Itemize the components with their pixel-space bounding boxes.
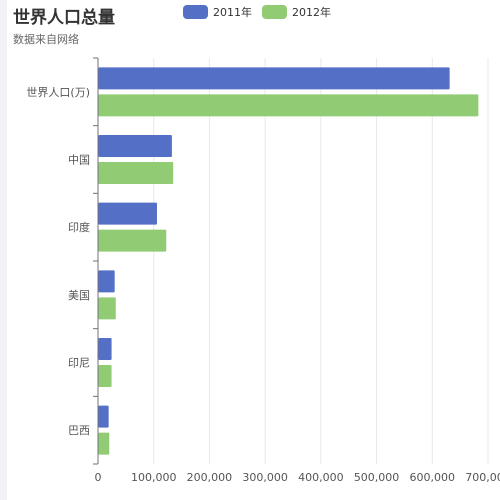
bar-2011 bbox=[98, 67, 450, 90]
x-tick-label: 0 bbox=[95, 471, 102, 484]
bar-2012 bbox=[98, 365, 112, 387]
bar-2011 bbox=[98, 270, 115, 293]
bar-2011 bbox=[98, 135, 172, 157]
legend-item-2011[interactable]: 2011年 bbox=[183, 4, 252, 20]
y-tick-label: 美国 bbox=[68, 289, 90, 302]
bar-2012 bbox=[98, 229, 167, 252]
y-tick-label: 巴西 bbox=[68, 424, 90, 437]
x-tick-label: 600,000 bbox=[410, 471, 456, 484]
bar-2012 bbox=[98, 94, 479, 117]
legend-label-2012: 2012年 bbox=[292, 6, 331, 19]
legend-item-2012[interactable]: 2012年 bbox=[262, 4, 331, 20]
y-tick-label: 中国 bbox=[68, 154, 90, 167]
legend-swatch-2011 bbox=[183, 5, 208, 19]
y-tick-label: 印尼 bbox=[68, 357, 90, 370]
y-tick-label: 世界人口(万) bbox=[26, 86, 90, 99]
x-tick-label: 700,000 bbox=[465, 471, 500, 484]
legend-swatch-2012 bbox=[262, 5, 287, 19]
bar-2011 bbox=[98, 338, 112, 360]
bar-2011 bbox=[98, 202, 157, 225]
x-tick-label: 400,000 bbox=[298, 471, 344, 484]
x-tick-label: 100,000 bbox=[131, 471, 177, 484]
x-tick-label: 500,000 bbox=[354, 471, 400, 484]
x-tick-label: 300,000 bbox=[242, 471, 288, 484]
bar-2012 bbox=[98, 162, 174, 184]
legend-label-2011: 2011年 bbox=[213, 6, 252, 19]
x-tick-label: 200,000 bbox=[187, 471, 233, 484]
y-tick-label: 印度 bbox=[68, 220, 90, 234]
bar-2011 bbox=[98, 405, 109, 428]
bar-2012 bbox=[98, 297, 116, 320]
left-panel-strip bbox=[0, 0, 7, 500]
bar-2012 bbox=[98, 432, 110, 455]
legend: 2011年 2012年 bbox=[183, 4, 331, 20]
chart-subtitle: 数据来自网络 bbox=[13, 33, 79, 46]
chart-title: 世界人口总量 bbox=[13, 8, 115, 28]
